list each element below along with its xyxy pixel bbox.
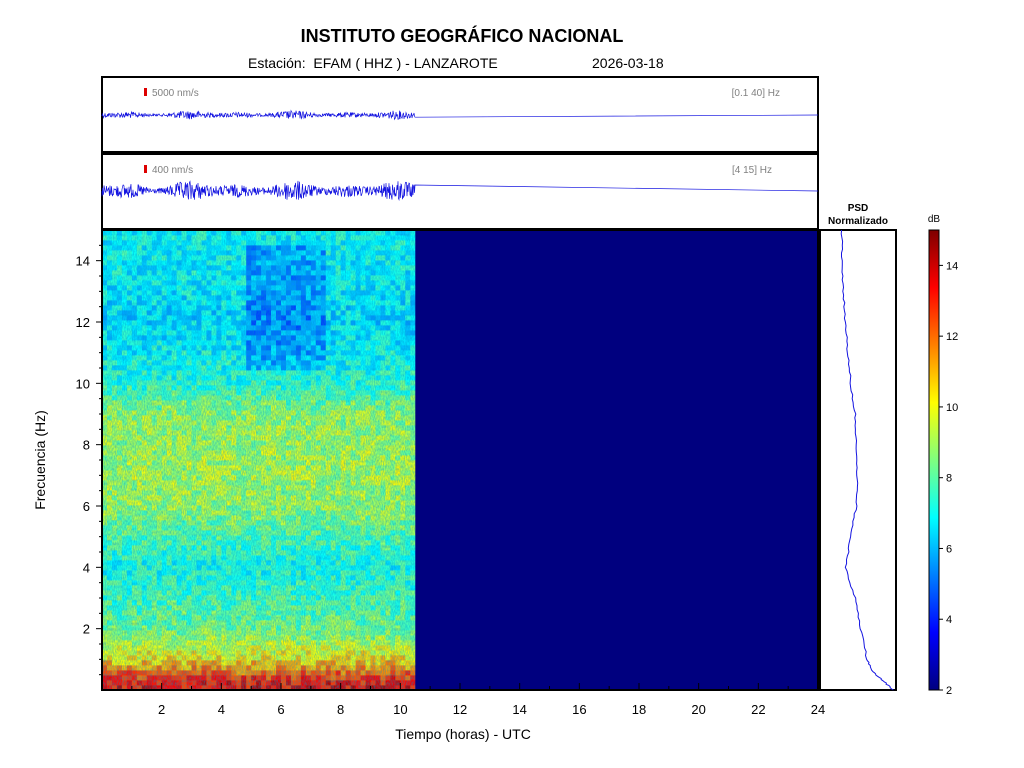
station-label: Estación: EFAM ( HHZ ) - LANZAROTE: [248, 55, 498, 71]
band-label-2: [4 15] Hz: [732, 165, 772, 176]
band-label-1: [0.1 40] Hz: [732, 88, 780, 99]
date-label: 2026-03-18: [592, 55, 664, 71]
waveform-2-frame: [101, 153, 819, 230]
scale-bar-1: [144, 88, 147, 96]
scale-label-2: 400 nm/s: [152, 165, 193, 176]
waveform-1-frame: [101, 76, 819, 153]
waveform-panel-2: 400 nm/s [4 15] Hz: [101, 153, 819, 230]
scale-bar-2: [144, 165, 147, 173]
waveform-trace-1: [101, 109, 819, 121]
waveform-trace-2: [101, 180, 819, 202]
scale-label-1: 5000 nm/s: [152, 88, 199, 99]
page-title: INSTITUTO GEOGRÁFICO NACIONAL: [300, 26, 624, 46]
waveform-panel-1: 5000 nm/s [0.1 40] Hz: [101, 76, 819, 153]
